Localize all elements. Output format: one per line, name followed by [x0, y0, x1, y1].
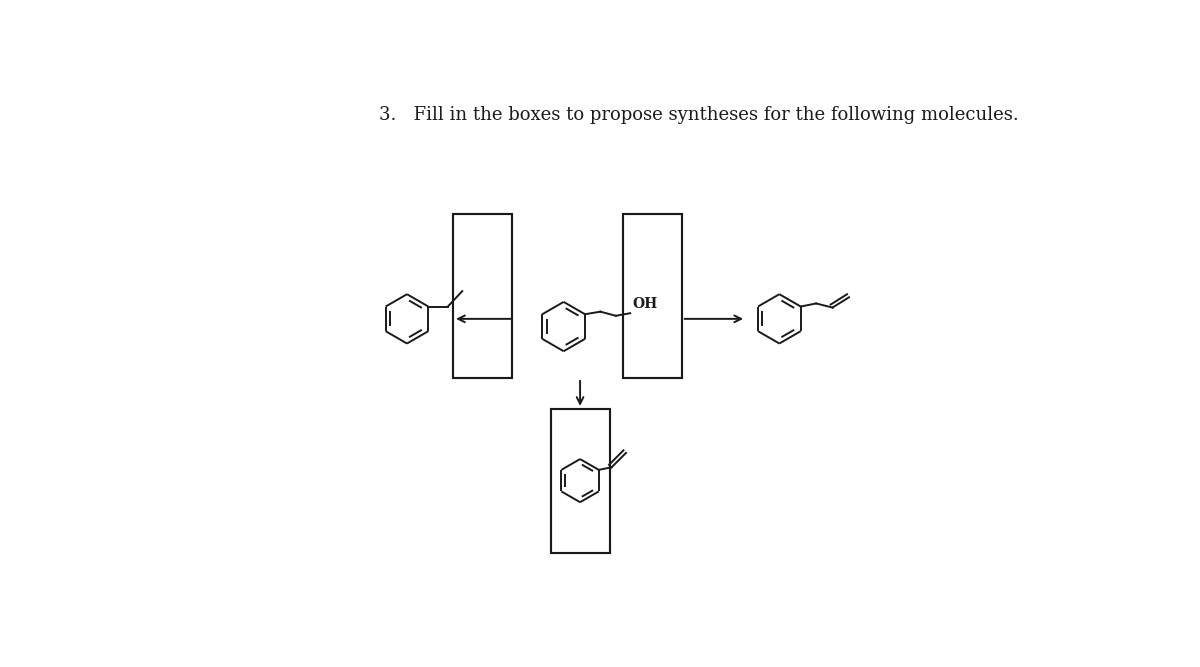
Bar: [623, 213, 682, 378]
Bar: [454, 213, 512, 378]
Bar: [551, 409, 610, 552]
Text: OH: OH: [632, 297, 658, 311]
Text: 3.   Fill in the boxes to propose syntheses for the following molecules.: 3. Fill in the boxes to propose synthese…: [379, 106, 1019, 123]
